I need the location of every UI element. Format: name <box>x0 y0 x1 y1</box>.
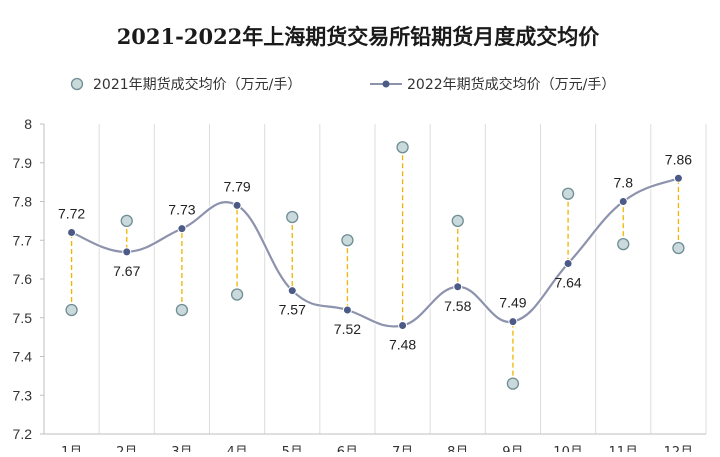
x-tick-label: 6月 <box>337 445 358 452</box>
marker-2022 <box>563 259 573 268</box>
x-tick-label: 7月 <box>392 445 413 452</box>
data-label-2022: 7.49 <box>499 295 526 311</box>
y-tick-label: 8 <box>24 116 32 132</box>
y-tick-label: 7.9 <box>13 155 33 171</box>
chart-title: 2021-2022年上海期货交易所铅期货月度成交均价 <box>117 24 601 49</box>
marker-2022 <box>398 321 408 330</box>
marker-2022 <box>232 200 242 210</box>
x-tick-label: 11月 <box>608 445 638 452</box>
data-label-2022: 7.58 <box>444 298 471 314</box>
grid-lines <box>43 124 707 434</box>
marker-2022 <box>453 282 463 292</box>
y-tick-label: 7.8 <box>13 194 33 210</box>
data-label-2022: 7.79 <box>223 178 250 194</box>
y-tick-label: 7.5 <box>13 310 33 326</box>
y-tick-label: 7.6 <box>13 271 33 287</box>
data-label-2022: 7.64 <box>554 275 581 291</box>
marker-2022 <box>67 228 77 237</box>
marker-2021 <box>341 234 354 247</box>
legend-label-2022: 2022年期货成交均价（万元/手） <box>407 76 615 93</box>
x-tick-label: 2月 <box>116 445 137 452</box>
data-labels: 7.72 7.67 7.73 7.79 7.57 7.52 7.48 7.58 7.49 7.64… <box>58 151 692 352</box>
marker-2021 <box>672 241 685 255</box>
marker-2022 <box>618 197 628 206</box>
y-tick-label: 7.2 <box>13 426 33 442</box>
marker-2021 <box>617 237 630 251</box>
series-2021 <box>65 141 685 390</box>
x-axis: 1月 2月 3月 4月 5月 6月 7月 8月 9月 10月 11月 12月 <box>44 433 706 457</box>
marker-2022 <box>508 317 518 327</box>
marker-2022 <box>122 247 132 257</box>
marker-2022 <box>673 173 683 183</box>
legend-label-2021: 2021年期货成交均价（万元/手） <box>93 76 301 93</box>
y-tick-label: 7.7 <box>13 232 33 248</box>
x-tick-label: 5月 <box>282 445 303 452</box>
drop-lines <box>70 147 680 384</box>
x-tick-label: 9月 <box>502 445 523 452</box>
x-tick-label: 3月 <box>171 445 192 452</box>
data-label-2022: 7.67 <box>113 263 140 279</box>
data-label-2022: 7.86 <box>665 151 692 167</box>
marker-2021 <box>65 303 78 317</box>
marker-2021 <box>561 187 575 200</box>
x-tick-label: 10月 <box>553 445 583 452</box>
marker-2021 <box>230 288 244 301</box>
series-2022 <box>67 173 683 330</box>
marker-2021 <box>175 303 189 317</box>
legend-marker-2022 <box>382 80 390 88</box>
legend-marker-2021 <box>70 77 84 91</box>
x-tick-label: 4月 <box>226 445 247 452</box>
x-tick-label: 12月 <box>664 445 694 452</box>
y-tick-label: 7.4 <box>13 349 33 365</box>
marker-2022 <box>342 305 352 315</box>
x-tick-label: 1月 <box>61 445 82 452</box>
legend: 2021年期货成交均价（万元/手） 2022年期货成交均价（万元/手） <box>70 76 615 93</box>
data-label-2022: 7.48 <box>389 337 416 353</box>
data-label-2022: 7.8 <box>614 175 634 191</box>
marker-2021 <box>506 377 520 390</box>
marker-2022 <box>177 224 187 234</box>
marker-2021 <box>286 210 299 224</box>
marker-2021 <box>396 141 409 154</box>
data-label-2022: 7.52 <box>334 321 361 337</box>
data-label-2022: 7.73 <box>168 202 195 218</box>
y-axis: 7.2 7.3 7.4 7.5 7.6 7.7 7.8 7.9 8 <box>13 116 45 442</box>
data-label-2022: 7.72 <box>58 206 85 222</box>
marker-2022 <box>287 286 297 296</box>
data-label-2022: 7.57 <box>279 302 306 318</box>
marker-2021 <box>120 214 133 228</box>
marker-2021 <box>451 214 464 228</box>
x-tick-label: 8月 <box>447 445 468 452</box>
y-tick-label: 7.3 <box>13 387 33 403</box>
